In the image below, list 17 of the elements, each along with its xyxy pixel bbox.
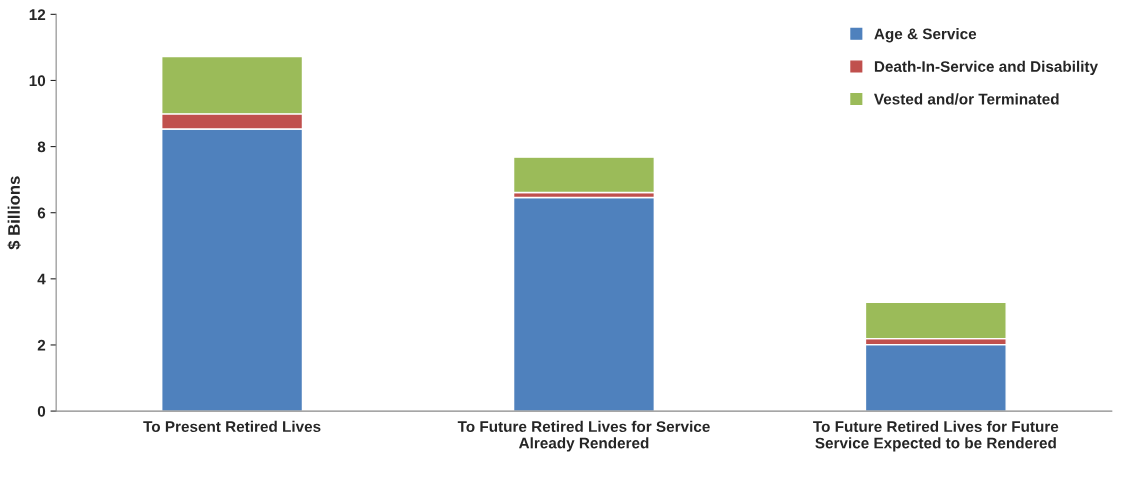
x-tick-label: To Future Retired Lives for Future Service Expected to be Rendered <box>813 420 1059 452</box>
y-tick-label: 4 <box>37 273 46 285</box>
y-tick-label: 2 <box>37 339 46 351</box>
y-tick-label: 0 <box>37 405 46 417</box>
y-tick-label: 6 <box>37 207 46 219</box>
y-tick-label: 10 <box>29 75 46 87</box>
bar <box>512 196 656 412</box>
bar <box>512 156 656 194</box>
legend-label: Age & Service <box>874 28 977 43</box>
x-tick-label: To Present Retired Lives <box>143 420 321 433</box>
y-tick-label: 12 <box>29 9 46 20</box>
legend-label: Vested and/or Terminated <box>874 93 1059 105</box>
bar <box>864 343 1007 412</box>
y-axis-title: $ Billions <box>7 176 21 250</box>
x-tick-label: To Future Retired Lives for Service Already Rendered <box>457 420 710 452</box>
legend-label: Death-In-Service and Disability <box>874 60 1098 75</box>
y-tick-label: 8 <box>37 141 46 153</box>
